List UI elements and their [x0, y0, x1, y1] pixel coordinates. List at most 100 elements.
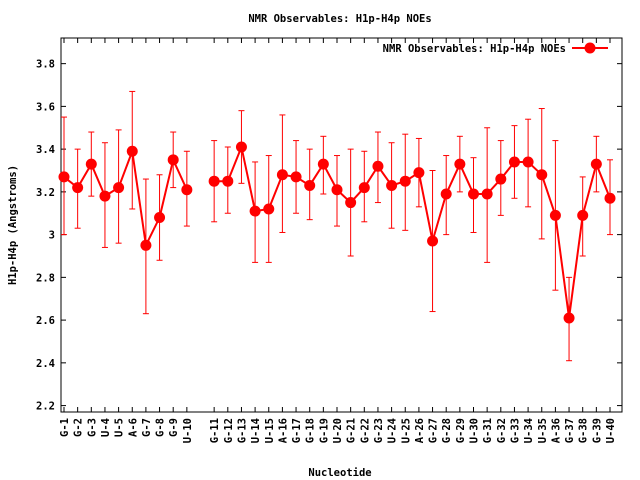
data-point — [495, 173, 507, 185]
data-point — [208, 175, 220, 187]
legend: NMR Observables: H1p-H4p NOEs — [383, 42, 608, 55]
y-tick-label: 2.2 — [36, 401, 55, 413]
x-tick-label: G-13 — [236, 418, 248, 443]
x-tick-label: U-4 — [100, 418, 112, 437]
x-tick-label: U-5 — [114, 418, 126, 437]
x-tick-label: G-33 — [509, 418, 521, 443]
data-point — [508, 156, 520, 168]
data-point — [276, 169, 288, 181]
y-tick-label: 3 — [49, 230, 55, 242]
x-tick-label: G-21 — [346, 418, 358, 443]
y-tick-label: 3.6 — [36, 101, 55, 113]
data-point — [549, 209, 561, 221]
x-tick-label: G-1 — [59, 418, 71, 437]
data-point — [140, 239, 152, 251]
legend-marker — [584, 42, 596, 54]
data-point — [113, 182, 125, 194]
x-axis-label: Nucleotide — [308, 467, 371, 479]
y-tick-label: 3.8 — [36, 59, 55, 71]
x-tick-label: U-10 — [182, 418, 194, 443]
y-tick-label: 2.8 — [36, 272, 55, 284]
series-line-segment — [214, 143, 611, 319]
data-point — [604, 192, 616, 204]
y-tick-label: 2.6 — [36, 315, 55, 327]
data-point — [263, 203, 275, 215]
x-tick-label: G-37 — [564, 418, 576, 443]
x-tick-label: G-29 — [455, 418, 467, 443]
data-point — [413, 167, 425, 179]
data-point — [563, 312, 575, 324]
data-point — [290, 171, 302, 183]
legend-label: NMR Observables: H1p-H4p NOEs — [383, 43, 566, 55]
data-point — [427, 235, 439, 247]
data-point — [154, 212, 166, 224]
x-tick-label: U-34 — [523, 418, 535, 443]
y-tick-label: 2.4 — [36, 358, 55, 370]
x-tick-label: G-18 — [305, 418, 317, 443]
series-points — [58, 141, 616, 324]
x-tick-label: U-15 — [264, 418, 276, 443]
data-point — [454, 158, 466, 170]
y-axis-label: H1p-H4p (Angstroms) — [7, 165, 19, 285]
data-point — [58, 171, 70, 183]
x-tick-label: G-11 — [209, 418, 221, 443]
x-tick-label: G-28 — [441, 418, 453, 443]
y-tick-label: 3.4 — [36, 144, 55, 156]
x-tick-label: G-31 — [482, 418, 494, 443]
data-point — [222, 175, 234, 187]
series-line-segment — [63, 150, 188, 249]
x-tick-label: U-35 — [537, 418, 549, 443]
data-point — [590, 158, 602, 170]
x-tick-label: U-14 — [250, 418, 262, 443]
data-point — [345, 197, 357, 209]
x-tick-label: G-17 — [291, 418, 303, 443]
x-tick-label: A-36 — [550, 418, 562, 443]
x-tick-label: G-32 — [496, 418, 508, 443]
data-point — [317, 158, 329, 170]
x-tick-label: A-16 — [277, 418, 289, 443]
data-point — [386, 179, 398, 191]
x-axis: G-1 G-2 G-3 U-4 U-5 A-6 G-7 G-8 G-9 U-10 G-11 G-12 G… — [59, 38, 617, 443]
x-tick-label: G-12 — [223, 418, 235, 443]
data-point — [536, 169, 548, 181]
x-tick-label: G-19 — [318, 418, 330, 443]
data-point — [85, 158, 97, 170]
data-point — [331, 184, 343, 196]
x-tick-label: G-27 — [428, 418, 440, 443]
x-tick-label: G-22 — [359, 418, 371, 443]
x-tick-label: G-3 — [86, 418, 98, 437]
data-point — [468, 188, 479, 200]
data-point — [577, 209, 589, 221]
x-tick-label: U-40 — [605, 418, 617, 443]
x-tick-label: G-9 — [168, 418, 180, 437]
x-tick-label: G-38 — [578, 418, 590, 443]
x-tick-label: U-20 — [332, 418, 344, 443]
data-point — [304, 179, 316, 191]
y-axis: 2.2 2.4 2.6 2.8 3 3.2 3.4 3.6 3.8 — [36, 59, 622, 413]
data-point — [522, 156, 534, 168]
x-tick-label: U-25 — [400, 418, 412, 443]
x-tick-label: G-8 — [155, 418, 167, 437]
plot-frame — [60, 37, 623, 413]
series-line — [63, 143, 611, 319]
x-tick-label: A-26 — [414, 418, 426, 443]
x-tick-label: A-6 — [127, 418, 139, 437]
data-point — [72, 182, 84, 194]
data-point — [235, 141, 247, 153]
x-tick-label: G-39 — [591, 418, 603, 443]
y-tick-label: 3.2 — [36, 187, 55, 199]
data-point — [358, 182, 370, 194]
data-point — [126, 145, 138, 157]
data-point — [99, 190, 111, 202]
x-tick-label: U-24 — [387, 418, 399, 443]
x-tick-label: U-30 — [469, 418, 481, 443]
data-point — [249, 205, 261, 217]
x-tick-label: G-23 — [373, 418, 385, 443]
x-tick-label: G-2 — [73, 418, 85, 437]
chart-title: NMR Observables: H1p-H4p NOEs — [248, 13, 431, 25]
data-point — [372, 160, 384, 172]
data-point — [481, 188, 493, 200]
data-point — [440, 188, 452, 200]
data-point — [399, 175, 411, 187]
